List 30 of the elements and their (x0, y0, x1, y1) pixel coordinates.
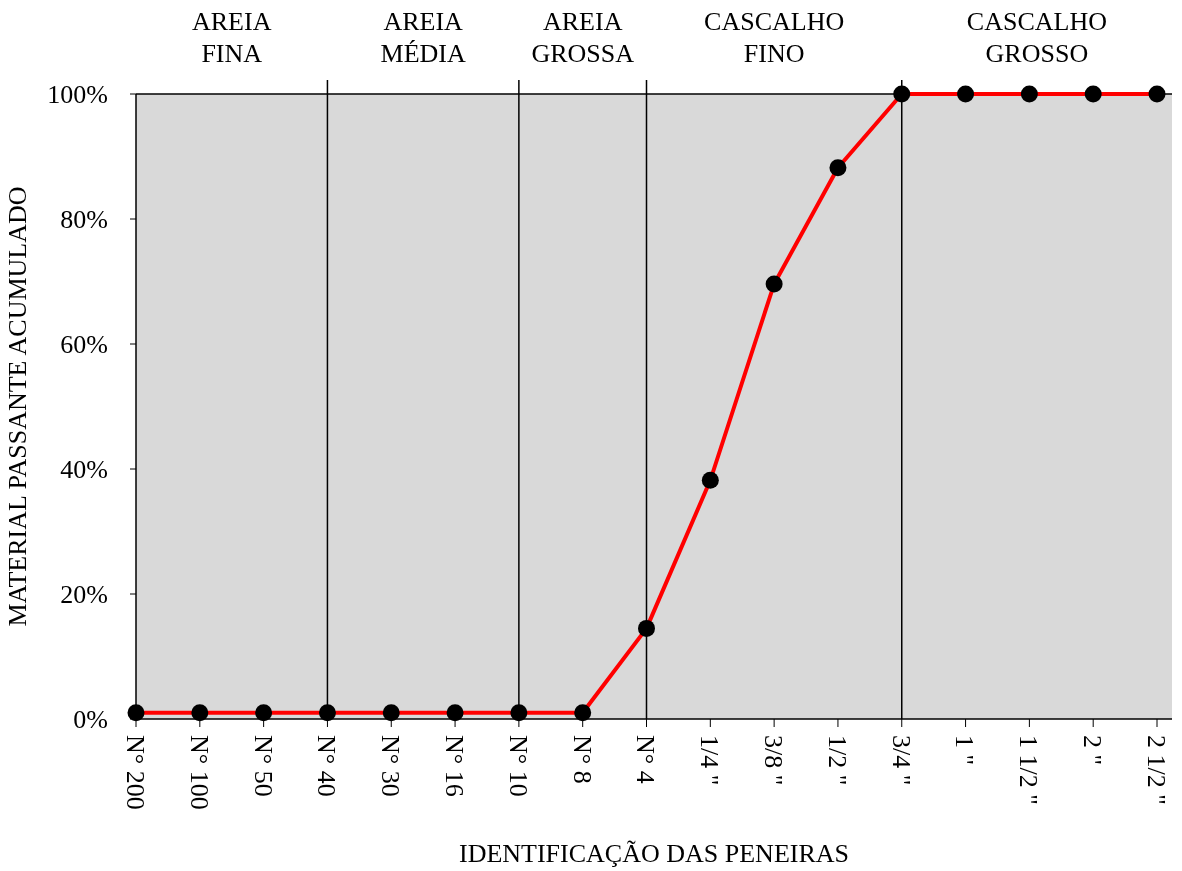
x-tick-label: 1/2 " (822, 735, 852, 786)
y-tick-label: 80% (60, 205, 108, 235)
band-label: CASCALHO FINO (704, 7, 845, 68)
y-tick-label: 100% (47, 80, 108, 110)
x-tick-label: 2 1/2 " (1141, 735, 1171, 805)
y-tick-label: 60% (60, 330, 108, 360)
x-tick-label: 3/4 " (886, 735, 916, 786)
x-tick-label: N° 50 (248, 735, 278, 797)
band-label: AREIA FINA (192, 7, 272, 68)
x-axis-title: IDENTIFICAÇÃO DAS PENEIRAS (458, 839, 850, 868)
x-tick-label: 1 1/2 " (1014, 735, 1044, 805)
x-tick-label: 3/8 " (759, 735, 789, 786)
y-tick-label: 20% (60, 580, 108, 610)
band-label: CASCALHO GROSSO (966, 7, 1107, 68)
x-tick-label: N° 8 (567, 735, 597, 784)
x-tick-label: N° 16 (439, 735, 469, 797)
x-tick-label: N° 30 (376, 735, 406, 797)
band-label: AREIA MÉDIA (380, 7, 466, 68)
y-tick-label: 40% (60, 455, 108, 485)
y-tick-label: 0% (73, 705, 108, 735)
x-tick-label: 1 " (950, 735, 980, 766)
x-tick-label: N° 4 (631, 735, 661, 784)
x-tick-label: N° 200 (120, 735, 150, 810)
x-tick-label: N° 10 (503, 735, 533, 797)
x-tick-label: 1/4 " (695, 735, 725, 786)
band-label: AREIA GROSSA (531, 7, 635, 68)
x-tick-label: N° 40 (312, 735, 342, 797)
y-axis-title: MATERIAL PASSANTE ACUMULADO (3, 186, 32, 627)
x-tick-label: N° 100 (184, 735, 214, 810)
x-tick-label: 2 " (1078, 735, 1108, 766)
